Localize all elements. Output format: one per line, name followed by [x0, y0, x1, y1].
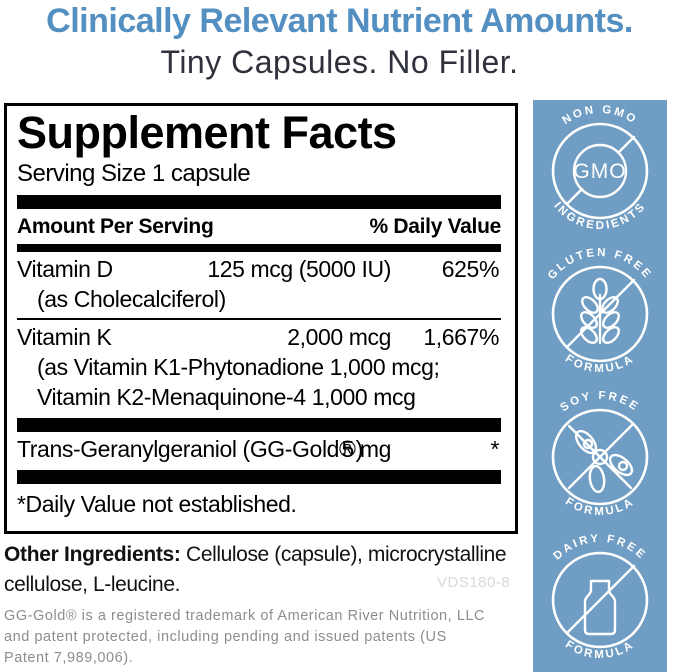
serving-size: Serving Size 1 capsule — [17, 160, 251, 187]
badge-bottom-text: FORMULA — [563, 496, 634, 518]
nutrient-daily-value: 625% — [441, 256, 500, 282]
divider-bar-medium — [17, 244, 501, 252]
product-code: VDS180-8 — [437, 574, 511, 591]
nutrient-amount: 5 mg — [341, 436, 391, 462]
nutrient-amount: 2,000 mcg — [287, 324, 391, 350]
soybean-crossed-icon — [567, 423, 634, 494]
badge-top-text: GLUTEN FREE — [546, 247, 652, 282]
other-ingredients: Other Ingredients: Cellulose (capsule), … — [4, 540, 520, 600]
gluten-free-badge: GLUTEN FREE FORMULA — [546, 247, 654, 375]
hero-title: Clinically Relevant Nutrient Amounts. — [46, 2, 633, 40]
non-gmo-badge: GMO NON GMO INGREDIENTS — [551, 104, 649, 232]
badge-circle — [551, 122, 649, 220]
column-header-daily-value: % Daily Value — [369, 215, 501, 238]
divider-rule — [17, 318, 501, 320]
badge-circle — [551, 408, 649, 506]
milk-bottle-crossed-icon — [565, 564, 636, 636]
nutrient-amount: 125 mcg (5000 IU) — [207, 256, 391, 282]
badge-top-text: DAIRY FREE — [551, 533, 646, 563]
nutrient-name: Trans-Geranylgeraniol (GG-Gold®) — [17, 436, 363, 462]
svg-text:FORMULA: FORMULA — [563, 496, 637, 518]
nutrient-row-vitamin-d: Vitamin D 125 mcg (5000 IU) 625% — [17, 252, 501, 284]
other-ingredients-text: Cellulose (capsule), microcrystalline ce… — [4, 543, 507, 596]
svg-text:GMO: GMO — [573, 160, 626, 183]
nutrient-row-vitamin-k: Vitamin K 2,000 mcg 1,667% — [17, 320, 501, 352]
nutrient-name: Vitamin K — [17, 324, 112, 350]
supplement-facts-panel: Supplement Facts Serving Size 1 capsule … — [4, 103, 518, 534]
legal-trademark-text: GG-Gold® is a registered trademark of Am… — [4, 608, 486, 666]
nutrient-row-geranylgeraniol: Trans-Geranylgeraniol (GG-Gold®) 5 mg * — [17, 432, 501, 464]
other-ingredients-label: Other Ingredients: — [4, 543, 181, 566]
nutrient-daily-value: 1,667% — [423, 324, 499, 350]
badge-circle — [551, 265, 649, 363]
wheat-crossed-icon — [565, 277, 636, 349]
nutrient-name: Vitamin D — [17, 256, 113, 282]
svg-text:FORMULA: FORMULA — [563, 353, 637, 375]
svg-text:FORMULA: FORMULA — [563, 639, 637, 661]
nutrient-subtext: (as Cholecalciferol) — [37, 286, 226, 312]
divider-bar-thick — [17, 418, 501, 432]
divider-bar-thick — [17, 470, 501, 484]
svg-text:DAIRY FREE: DAIRY FREE — [551, 533, 648, 563]
svg-text:GLUTEN FREE: GLUTEN FREE — [546, 247, 654, 282]
supplement-facts-title: Supplement Facts — [17, 107, 397, 158]
divider-bar-thick — [17, 195, 501, 209]
nutrient-daily-value: * — [490, 436, 499, 462]
certification-badge-strip: GMO NON GMO INGREDIENTS GLUTEN FREE FORM… — [533, 100, 667, 672]
hero-subtitle: Tiny Capsules. No Filler. — [160, 44, 519, 80]
badge-circle — [551, 551, 649, 649]
nutrient-subtext: Vitamin K2-Menaquinone-4 1,000 mcg — [37, 384, 416, 410]
badge-bottom-text: FORMULA — [563, 639, 634, 661]
column-header-row: Amount Per Serving % Daily Value — [17, 209, 501, 244]
daily-value-footnote: *Daily Value not established. — [17, 491, 297, 517]
nutrient-subtext: (as Vitamin K1-Phytonadione 1,000 mcg; — [37, 354, 440, 380]
soy-free-badge: SOY FREE FORMULA — [551, 390, 649, 518]
column-header-amount: Amount Per Serving — [17, 215, 214, 238]
dairy-free-badge: DAIRY FREE FORMULA — [551, 533, 649, 661]
gmo-crossed-icon: GMO — [565, 135, 636, 206]
badge-bottom-text: FORMULA — [563, 353, 634, 375]
